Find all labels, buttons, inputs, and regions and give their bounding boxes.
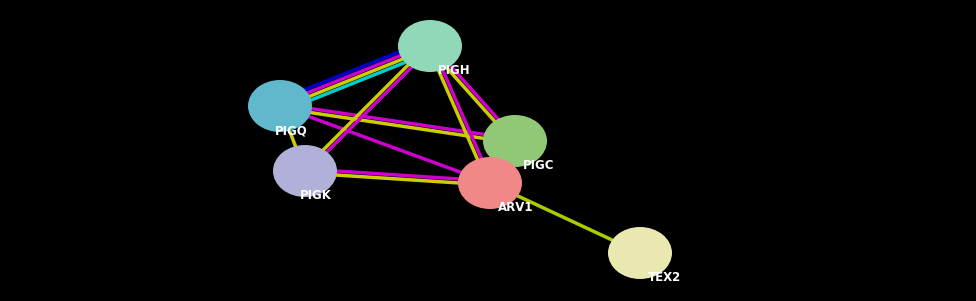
Ellipse shape [398,20,462,72]
Ellipse shape [248,80,312,132]
Text: PIGK: PIGK [300,189,332,202]
Ellipse shape [273,145,337,197]
Text: ARV1: ARV1 [498,201,534,214]
Ellipse shape [483,115,547,167]
Text: PIGH: PIGH [438,64,470,77]
Text: PIGC: PIGC [523,159,554,172]
Text: TEX2: TEX2 [648,271,681,284]
Text: PIGQ: PIGQ [275,124,307,137]
Ellipse shape [458,157,522,209]
Ellipse shape [608,227,672,279]
